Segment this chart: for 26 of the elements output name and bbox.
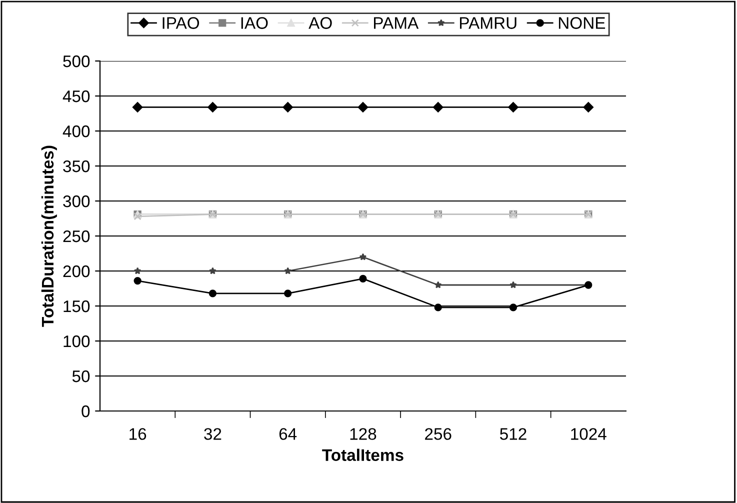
y-tick-label: 150 <box>64 300 90 312</box>
y-tick-label: 300 <box>63 195 90 208</box>
legend-label: IPAO <box>162 17 200 29</box>
y-tick-label: 200 <box>63 265 90 278</box>
x-tick-label: 128 <box>350 428 376 440</box>
x-tick-label: 512 <box>500 428 526 440</box>
x-axis-title: TotalItems <box>322 448 404 461</box>
legend-label: PAMA <box>374 17 419 29</box>
x-tick-label: 64 <box>279 428 297 440</box>
legend-label: AO <box>308 17 332 29</box>
y-tick-label: 0 <box>82 405 90 418</box>
y-tick-label: 50 <box>72 370 90 382</box>
legend-label: IAO <box>241 17 268 29</box>
y-tick-label: 100 <box>64 335 90 348</box>
y-tick-label: 500 <box>63 55 90 68</box>
x-tick-label: 32 <box>204 428 222 440</box>
legend-label: NONE <box>558 17 606 29</box>
y-tick-label: 450 <box>62 90 90 102</box>
x-tick-label: 256 <box>425 428 452 440</box>
x-tick-label: 16 <box>130 428 146 440</box>
y-tick-label: 350 <box>63 160 90 172</box>
y-tick-label: 400 <box>62 125 90 138</box>
y-tick-label: 250 <box>63 230 90 242</box>
y-axis-title: TotalDuration(minutes) <box>41 146 57 327</box>
legend-label: PAMRU <box>460 17 516 29</box>
x-tick-label: 1024 <box>571 428 606 440</box>
